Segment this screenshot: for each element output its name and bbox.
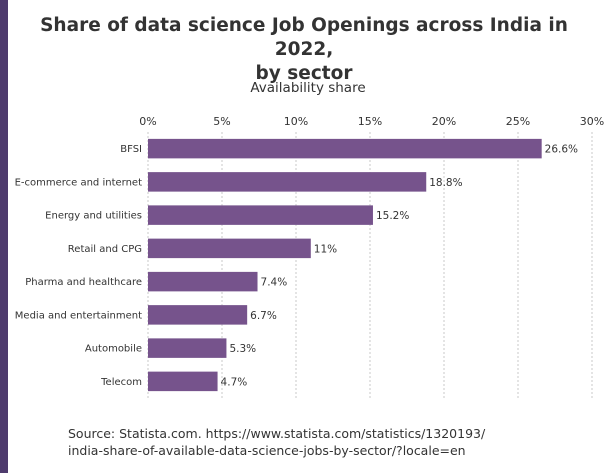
data-label: 11% [314,243,337,255]
source-line-1: Source: Statista.com. https://www.statis… [68,426,486,441]
bar [148,305,248,325]
chart-title-line-1: Share of data science Job Openings acros… [40,15,568,60]
bar [148,338,227,358]
x-tick-label: 10% [284,115,308,128]
data-label: 5.3% [229,343,256,355]
bar [148,205,373,225]
left-accent-band [0,0,8,473]
source-line-2: india-share-of-available-data-science-jo… [68,443,466,458]
bar [148,238,311,259]
category-label: Media and entertainment [15,310,142,321]
category-label: Energy and utilities [45,211,142,222]
x-tick-label: 30% [580,115,604,128]
chart-title: Share of data science Job Openings acros… [8,14,600,86]
x-tick-label: 0% [139,115,156,128]
bar [148,138,542,159]
bar [148,371,218,392]
source-note: Source: Statista.com. https://www.statis… [68,425,588,459]
chart-title-line-2: by sector [255,63,353,84]
category-label: BFSI [120,144,142,155]
data-label: 15.2% [376,210,409,222]
data-label: 26.6% [545,144,578,156]
category-label: Automobile [85,344,142,355]
x-axis-title: Availability share [250,80,366,96]
data-label: 18.8% [429,177,462,189]
data-label: 7.4% [261,277,288,289]
x-tick-label: 5% [213,115,230,128]
bar [148,271,258,292]
category-label: Pharma and healthcare [25,277,142,288]
bar [148,172,427,192]
category-label: Retail and CPG [68,244,142,255]
data-label: 4.7% [221,376,248,388]
data-label: 6.7% [250,310,277,322]
x-tick-label: 25% [506,115,530,128]
category-label: Telecom [100,377,142,388]
x-tick-label: 15% [358,115,382,128]
category-label: E-commerce and internet [15,177,143,188]
x-tick-label: 20% [432,115,456,128]
chart-card [8,0,608,473]
